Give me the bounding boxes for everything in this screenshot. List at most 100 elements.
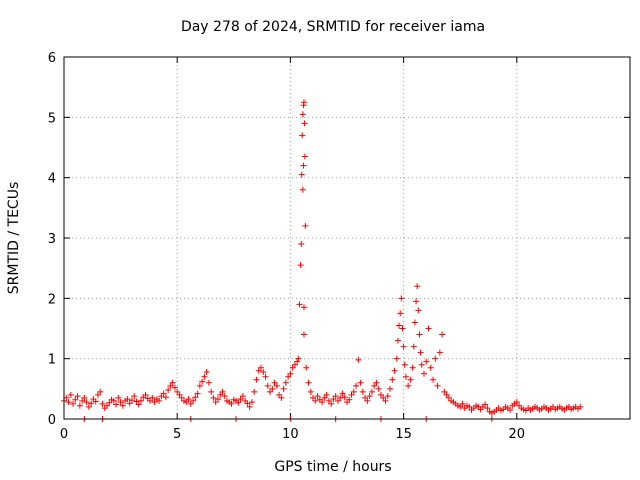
data-point [251,388,258,395]
data-point [409,364,416,371]
data-point [299,132,306,139]
data-point [513,399,520,406]
data-point [427,364,434,371]
data-point [443,391,450,398]
data-point [402,373,409,380]
data-point [92,398,99,405]
data-point [368,388,375,395]
data-point [110,397,117,404]
data-point [299,186,306,193]
data-point [366,393,373,400]
data-point [106,399,113,406]
data-point [128,397,135,404]
data-point [246,403,253,410]
data-point [178,394,185,401]
y-tick-label: 4 [48,172,56,187]
data-point [375,385,382,392]
data-point [291,361,298,368]
data-point [171,384,178,391]
data-point [212,399,219,406]
data-point [507,406,514,413]
data-point [310,394,317,401]
data-point [235,399,242,406]
data-point [418,361,425,368]
data-point [425,325,432,332]
data-point [393,355,400,362]
data-point [271,379,278,386]
data-point [432,355,439,362]
plot-frame [63,56,631,420]
data-point [298,241,305,248]
data-point [67,391,74,398]
y-tick-label: 1 [48,353,56,368]
data-point [295,355,302,362]
data-point [94,391,101,398]
data-point [415,307,422,314]
data-point [577,403,584,410]
data-point [420,370,427,377]
data-point [97,388,104,395]
data-point [382,397,389,404]
data-point [348,391,355,398]
data-point [332,393,339,400]
data-point [410,343,417,350]
y-tick-label: 6 [48,51,56,66]
x-tick-label: 5 [173,427,181,442]
data-point [303,364,310,371]
y-tick-label: 0 [48,413,56,428]
x-tick-label: 15 [395,427,412,442]
data-point [165,387,172,394]
data-point [405,382,412,389]
data-point [190,397,197,404]
data-point [76,402,83,409]
data-point [321,394,328,401]
data-point [334,397,341,404]
data-point [203,368,210,375]
data-point [244,400,251,407]
data-point [70,400,77,407]
data-point [196,382,203,389]
data-point [389,376,396,383]
data-point [445,394,452,401]
y-axis-label: SRMTID / TECUs [6,182,22,295]
data-point [416,331,423,338]
y-tick-label: 3 [48,232,56,247]
data-point [214,396,221,403]
data-point [210,394,217,401]
data-point [117,399,124,406]
data-point [387,385,394,392]
data-point [253,376,260,383]
data-point [126,400,133,407]
data-point [299,111,306,118]
data-point [301,120,308,127]
data-point [221,393,228,400]
data-point [187,400,194,407]
data-point [296,301,303,308]
data-point [156,397,163,404]
data-point [300,162,307,169]
data-point [430,376,437,383]
data-point [205,379,212,386]
data-point [273,382,280,389]
data-point [436,349,443,356]
data-point [457,403,464,410]
data-point [423,358,430,365]
data-point [413,298,420,305]
x-tick-label: 10 [282,427,299,442]
data-point [257,364,264,371]
data-point [298,171,305,178]
data-point [219,388,226,395]
data-point [217,391,224,398]
data-point [325,397,332,404]
chart-title: Day 278 of 2024, SRMTID for receiver iam… [181,19,485,35]
data-point [260,368,267,375]
data-point [88,400,95,407]
data-point [124,396,131,403]
x-axis-label: GPS time / hours [274,459,391,475]
data-point [169,379,176,386]
data-point [373,379,380,386]
data-point [115,394,122,401]
data-point [142,391,149,398]
data-point [377,391,384,398]
data-point [99,400,106,407]
